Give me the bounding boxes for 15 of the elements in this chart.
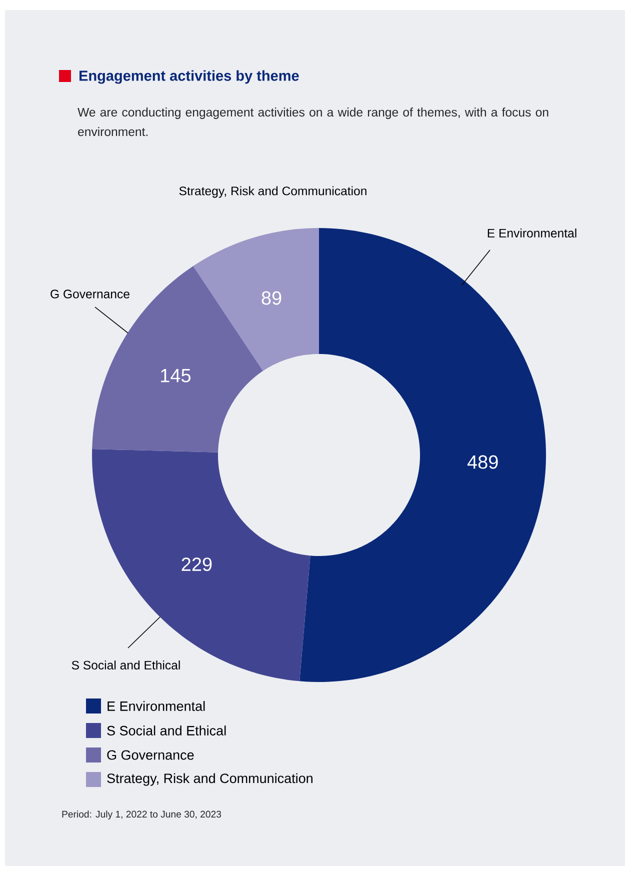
legend-label: S Social and Ethical — [107, 726, 226, 736]
chart-subtitle: We are conducting engagement activities on a wide range of themes, with a focus on environment. — [78, 108, 548, 136]
data-label: 489 — [467, 455, 498, 469]
chart-title: Engagement activities by theme — [80, 70, 299, 84]
data-label: 145 — [161, 369, 191, 382]
slice-label: Strategy, Risk and Communication — [179, 186, 366, 198]
legend-label: Strategy, Risk and Communication — [107, 773, 312, 786]
data-label: 89 — [262, 291, 282, 305]
slice-label: S Social and Ethical — [72, 660, 180, 670]
legend-label: G Governance — [107, 750, 194, 760]
legend-label: E Environmental — [108, 701, 205, 711]
slice-label: G Governance — [50, 290, 130, 298]
text: Period: July 1, 2022 to June 30, 2023 — [62, 810, 222, 820]
slice-label: E Environmental — [488, 228, 576, 238]
data-label: 229 — [182, 558, 212, 572]
